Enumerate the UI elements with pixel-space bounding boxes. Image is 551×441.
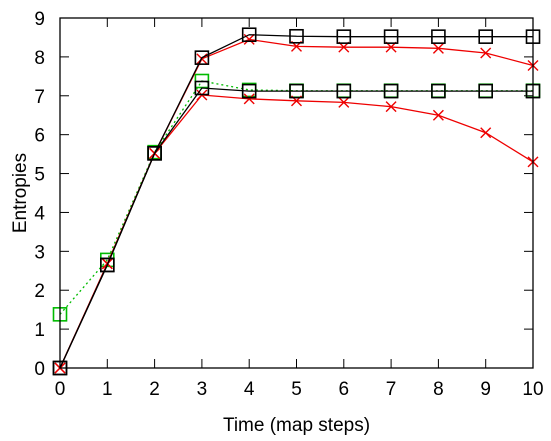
data-point <box>336 29 352 44</box>
y-tick-label: 6 <box>34 126 45 147</box>
data-point <box>480 47 492 59</box>
y-tick-label: 5 <box>34 165 45 186</box>
data-point <box>431 83 446 99</box>
data-point <box>383 29 399 44</box>
x-axis-title: Time (map steps) <box>223 415 370 436</box>
data-point <box>289 83 304 99</box>
data-point <box>194 80 210 96</box>
y-axis-title: Entropies <box>10 153 31 233</box>
x-tick-label: 2 <box>149 379 160 400</box>
x-tick-label: 1 <box>102 379 113 400</box>
x-tick-label: 7 <box>386 379 397 400</box>
y-tick-label: 1 <box>34 320 45 341</box>
data-point <box>431 29 446 44</box>
x-tick-label: 5 <box>291 379 302 400</box>
data-point <box>243 93 255 105</box>
data-point <box>478 29 494 44</box>
x-tick-label: 9 <box>480 379 491 400</box>
data-point <box>480 127 492 139</box>
data-point <box>385 101 397 113</box>
data-point <box>241 27 257 43</box>
series-layer <box>52 27 541 376</box>
y-tick-label: 4 <box>34 203 45 224</box>
data-point <box>432 42 444 54</box>
data-point <box>478 83 494 99</box>
x-tick-label: 4 <box>244 379 255 400</box>
plot-frame <box>59 17 534 369</box>
y-tick-label: 0 <box>34 359 45 380</box>
x-tick-label: 0 <box>55 379 66 400</box>
y-tick-label: 8 <box>34 48 45 69</box>
series-1 <box>52 80 541 376</box>
data-point <box>241 83 257 99</box>
data-point <box>336 83 352 99</box>
data-point <box>289 28 304 44</box>
data-point <box>100 257 115 273</box>
y-tick-label: 2 <box>34 281 45 302</box>
tick-labels: 0 1 2 3 4 5 6 7 8 9 10 0 1 2 3 4 5 6 7 8 9 <box>34 9 543 400</box>
x-tick-label: 3 <box>197 379 208 400</box>
series-line <box>59 87 533 369</box>
x-tick-label: 8 <box>433 379 444 400</box>
data-point <box>194 50 210 65</box>
y-tick-label: 9 <box>34 9 45 30</box>
y-tick-label: 3 <box>34 242 45 263</box>
x-tick-label: 10 <box>522 379 543 400</box>
data-point <box>383 83 399 99</box>
y-tick-label: 7 <box>34 87 45 108</box>
x-tick-label: 6 <box>339 379 350 400</box>
data-point <box>432 109 444 121</box>
data-point <box>147 146 162 161</box>
data-point <box>338 96 350 108</box>
